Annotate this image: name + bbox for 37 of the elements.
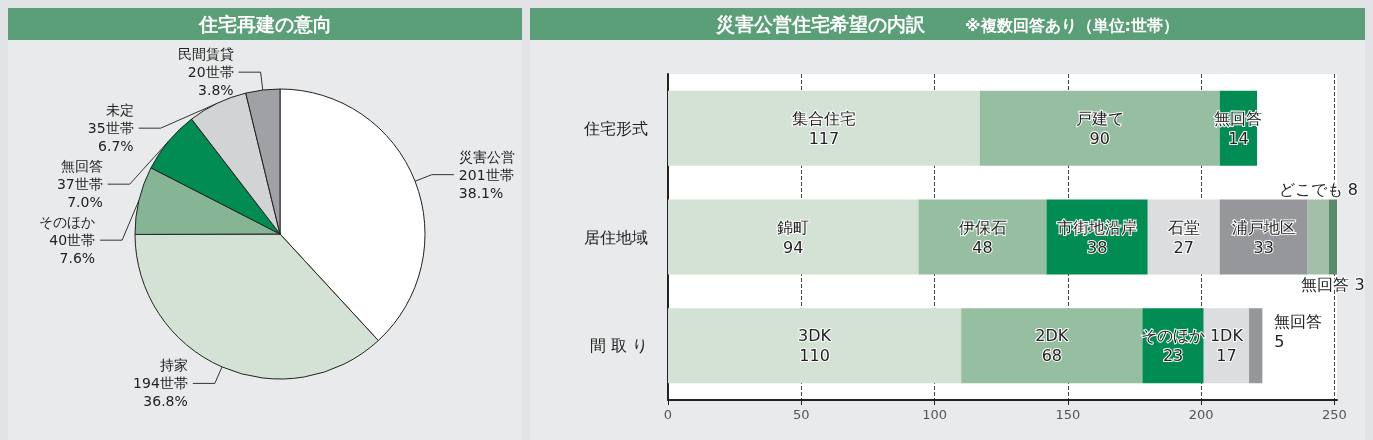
data-label: 伊保石 48: [958, 217, 1007, 257]
y-tick-label: 間 取 り: [589, 336, 648, 356]
data-label: 3DK 110: [798, 326, 832, 366]
data-label: 201世帯 38.1%: [458, 166, 514, 201]
data-label: 浦戸地区 33: [1231, 217, 1296, 257]
chart-title: 住宅再建の意向: [198, 13, 332, 35]
chart-title: 災害公営住宅希望の内訳: [716, 13, 926, 35]
x-tick-label: 250: [1321, 407, 1347, 422]
slice-label: そのほか: [39, 214, 96, 231]
x-tick-label: 50: [792, 407, 810, 422]
data-label: 194世帯 36.8%: [133, 375, 188, 410]
data-label: 石堂 27: [1167, 217, 1200, 257]
x-tick-label: 150: [1055, 407, 1081, 422]
x-tick-label: 100: [922, 407, 947, 422]
data-label: 35世帯 6.7%: [87, 120, 134, 155]
x-tick-label: 200: [1188, 407, 1214, 422]
data-label: 40世帯 7.6%: [49, 232, 96, 267]
data-label: 1DK 17: [1209, 326, 1244, 366]
slice-label: 持家: [159, 357, 188, 374]
data-label: 37世帯 7.0%: [56, 176, 103, 211]
x-tick-label: 0: [663, 407, 673, 422]
data-label: 戸建て 90: [1075, 108, 1124, 148]
slice-label: 災害公営: [458, 148, 515, 165]
y-tick-label: 住宅形式: [583, 118, 648, 138]
chart-subtitle: ※複数回答あり（単位:世帯）: [965, 16, 1179, 35]
data-label: 市街地沿岸 38: [1057, 217, 1138, 257]
data-label: 2DK 68: [1035, 326, 1069, 366]
data-label: 20世帯 3.8%: [187, 64, 234, 99]
data-label: どこでも 8: [1278, 180, 1358, 199]
y-tick-label: 居住地域: [584, 227, 648, 247]
data-label: 無回答 3: [1301, 275, 1365, 294]
data-label: 無回答 5: [1274, 312, 1323, 352]
slice-label: 無回答: [60, 158, 103, 175]
data-label: 錦町 94: [777, 217, 810, 257]
data-label: 集合住宅 117: [791, 108, 856, 148]
slice-label: 未定: [105, 102, 134, 119]
slice-label: 民間賃貸: [177, 46, 234, 63]
